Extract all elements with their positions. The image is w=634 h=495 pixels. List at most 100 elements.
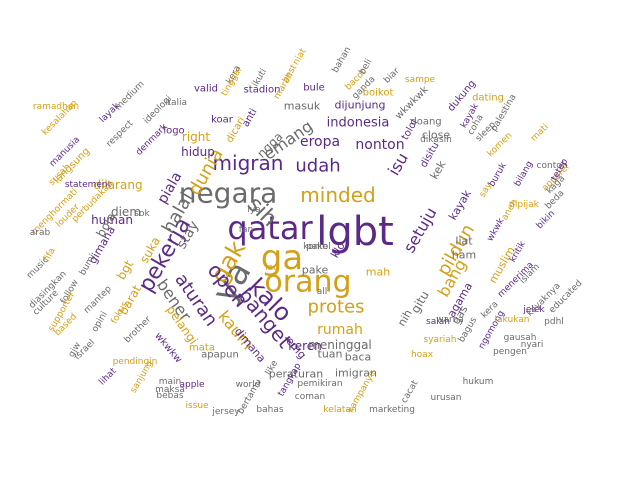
word-105: brother — [123, 315, 154, 346]
word-38: human — [91, 213, 133, 227]
word-34: right — [182, 130, 210, 144]
word-182: beli — [358, 57, 375, 76]
word-90: statement — [65, 180, 112, 190]
word-149: pdhl — [544, 317, 564, 327]
word-157: bikin — [535, 209, 557, 231]
word-39: dilarang — [93, 178, 142, 192]
word-37: gitu — [408, 288, 432, 315]
word-77: boikot — [363, 88, 394, 99]
word-117: maksa — [155, 385, 185, 395]
word-36: keren — [288, 339, 322, 353]
word-120: apple — [180, 380, 205, 390]
word-71: logo — [163, 126, 184, 137]
word-189: all — [317, 287, 328, 297]
word-104: opini — [90, 310, 110, 334]
word-146: hukum — [463, 377, 494, 387]
word-113: lihat — [97, 366, 118, 387]
word-66: doang — [410, 117, 441, 128]
word-142: lakukan — [495, 315, 530, 325]
word-144: pengen — [493, 347, 527, 357]
word-2: ga — [261, 238, 303, 278]
word-31: indonesia — [327, 116, 390, 131]
word-147: jelek — [522, 305, 545, 315]
word-26: eropa — [300, 134, 340, 150]
word-186: fan — [239, 225, 253, 235]
word-132: pemikiran — [297, 379, 342, 389]
word-116: bebas — [156, 391, 183, 401]
word-0: lgbt — [316, 209, 394, 255]
word-75: stadion — [244, 85, 281, 96]
word-178: niat — [291, 47, 309, 67]
word-191: pake — [306, 242, 328, 252]
word-139: salah — [426, 317, 450, 327]
word-82: respect — [105, 118, 136, 149]
word-52: baca — [345, 351, 372, 364]
word-134: cacat — [400, 379, 421, 406]
word-79: dating — [472, 93, 504, 104]
word-137: syariah — [424, 335, 457, 345]
word-188: iya — [247, 205, 260, 215]
word-115: main — [159, 377, 182, 387]
word-1: qatar — [227, 209, 313, 247]
word-47: pake — [302, 264, 329, 277]
word-63: dijunjung — [334, 99, 385, 112]
word-12: minded — [300, 183, 375, 207]
word-123: world — [236, 380, 261, 390]
word-5: negara — [179, 177, 278, 210]
word-46: tuan — [318, 348, 343, 361]
word-3: orang — [264, 265, 351, 300]
word-58: kayak — [446, 187, 474, 222]
word-190: kontol — [303, 242, 331, 252]
word-56: mah — [366, 266, 390, 279]
word-27: isu — [384, 149, 412, 178]
word-122: apapun — [201, 350, 239, 361]
word-64: masuk — [284, 100, 321, 113]
word-51: imigran — [335, 367, 377, 380]
word-174: tinggal — [220, 66, 244, 98]
word-143: gausah — [504, 333, 537, 343]
word-65: close — [422, 129, 451, 142]
word-163: bilang — [513, 160, 535, 189]
word-183: biar — [382, 66, 402, 86]
word-100: music — [25, 255, 51, 281]
word-145: nyari — [521, 340, 544, 350]
word-21: rumah — [317, 322, 363, 338]
word-179: bahan — [331, 45, 354, 74]
word-184: sampe — [405, 75, 436, 85]
word-43: diem — [111, 205, 141, 219]
word-103: mantep — [82, 284, 114, 316]
word-74: valid — [194, 84, 218, 95]
word-187: lau — [265, 263, 279, 273]
word-164: mati — [529, 122, 550, 143]
word-99: sok — [134, 209, 150, 219]
word-13: migran — [213, 151, 284, 175]
word-94: arab — [30, 228, 51, 238]
word-156: dipijak — [509, 200, 539, 210]
word-119: mata — [189, 343, 215, 354]
word-130: kelatan — [323, 405, 356, 415]
word-128: coman — [295, 392, 325, 402]
word-33: hidup — [181, 145, 215, 159]
word-83: ideologi — [142, 94, 174, 126]
word-41: bgt — [114, 258, 136, 283]
word-114: pendingin — [113, 357, 158, 367]
word-131: marketing — [369, 405, 415, 415]
word-135: urusan — [430, 393, 461, 403]
word-85: denmark — [134, 122, 170, 158]
word-171: dikasih — [420, 135, 452, 145]
word-136: hoax — [411, 350, 434, 360]
word-129: bahas — [256, 405, 283, 415]
word-70: koar — [211, 115, 234, 126]
word-24: setuju — [399, 204, 440, 256]
word-185: warna — [436, 315, 464, 325]
word-121: issue — [185, 401, 209, 411]
word-89: ramadhan — [33, 102, 79, 112]
word-124: jersey — [211, 407, 240, 417]
word-60: ham — [452, 249, 476, 262]
word-50: peraturan — [269, 368, 324, 381]
word-15: udah — [295, 156, 340, 177]
word-80: italia — [165, 98, 187, 108]
word-61: liat — [455, 235, 473, 248]
word-28: nonton — [355, 137, 404, 153]
